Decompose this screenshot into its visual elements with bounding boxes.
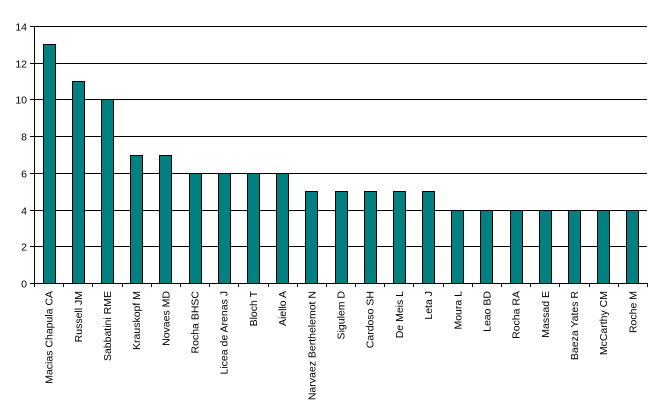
bar xyxy=(247,173,260,284)
y-tick-label: 6 xyxy=(21,169,27,181)
bar xyxy=(597,210,610,284)
x-category-labels: Macias Chapula CA Russell JM Sabbatini RME… xyxy=(44,290,640,400)
axes xyxy=(30,26,648,287)
bar xyxy=(568,210,581,284)
x-category-label: Russell JM xyxy=(73,291,85,342)
x-category-label: Rocha RA xyxy=(511,291,523,339)
y-tick-labels: 0 2 4 6 8 10 12 14 xyxy=(15,22,27,291)
bar xyxy=(43,44,56,284)
bar xyxy=(364,191,377,284)
x-category-label: Macias Chapula CA xyxy=(44,291,56,384)
y-tick-label: 10 xyxy=(15,95,27,107)
x-category-label: Licea de Arenas J xyxy=(219,291,231,374)
bars xyxy=(43,44,639,284)
x-category-label: Moura L xyxy=(452,291,464,330)
x-category-label: Bloch T xyxy=(248,290,260,326)
x-category-label: Novaes MD xyxy=(160,291,172,346)
bar xyxy=(159,155,172,284)
y-tick-label: 2 xyxy=(21,242,27,254)
x-category-label: Massad E xyxy=(540,291,552,338)
x-category-label: McCarthy CM xyxy=(598,291,610,355)
bar xyxy=(276,173,289,284)
bar xyxy=(130,155,143,284)
x-category-label: Aiello A xyxy=(277,291,289,326)
bar xyxy=(510,210,523,284)
bar xyxy=(101,99,114,284)
bar xyxy=(393,191,406,284)
x-category-label: Sigulem D xyxy=(336,291,348,340)
x-category-label: De Meis L xyxy=(394,291,406,338)
bar xyxy=(189,173,202,284)
y-tick-label: 0 xyxy=(21,279,27,291)
x-category-label: Leta J xyxy=(423,291,435,320)
bar xyxy=(335,191,348,284)
y-tick-label: 14 xyxy=(15,22,27,34)
bar xyxy=(72,81,85,284)
bar xyxy=(218,173,231,284)
x-category-label: Leao BD xyxy=(481,291,493,332)
y-tick-label: 8 xyxy=(21,132,27,144)
y-tick-label: 12 xyxy=(15,59,27,71)
y-tick-label: 4 xyxy=(21,206,27,218)
x-category-label: Sabbatini RME xyxy=(102,291,114,361)
bar xyxy=(480,210,493,284)
x-category-label: Cardoso SH xyxy=(365,291,377,348)
x-category-label: Baeza Yates R xyxy=(569,291,581,360)
x-category-label: Narvaez Berthelemot N xyxy=(306,291,318,400)
bar xyxy=(539,210,552,284)
x-category-label: Rocha BHSC xyxy=(190,291,202,354)
bar xyxy=(626,210,639,284)
bar xyxy=(451,210,464,284)
x-category-label: Roche M xyxy=(627,291,639,333)
x-category-label: Krauskopf M xyxy=(131,291,143,350)
bar xyxy=(422,191,435,284)
bar xyxy=(305,191,318,284)
